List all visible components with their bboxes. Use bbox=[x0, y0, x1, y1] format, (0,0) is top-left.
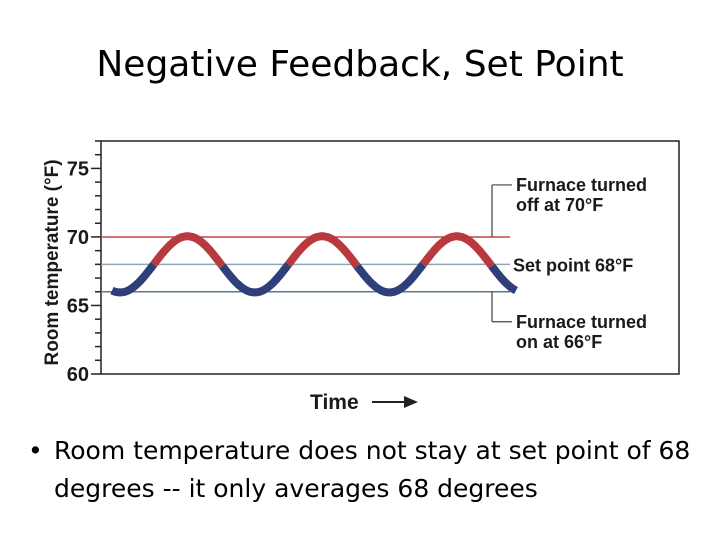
bullet-dot: • bbox=[28, 436, 43, 465]
y-axis-label: Room temperature (°F) bbox=[42, 159, 63, 365]
curve-segment-cooling bbox=[488, 263, 518, 295]
y-tick-label: 75 bbox=[67, 158, 89, 180]
time-arrow-head bbox=[404, 396, 418, 408]
bullet-text: Room temperature does not stay at set po… bbox=[54, 436, 691, 503]
y-tick-label: 60 bbox=[67, 364, 89, 386]
x-axis-label: Time bbox=[310, 391, 359, 414]
reference-label: on at 66°F bbox=[516, 332, 602, 352]
curve-segment-cooling bbox=[110, 261, 157, 297]
bullet-point: • Room temperature does not stay at set … bbox=[28, 432, 698, 508]
curve-segment-heating bbox=[285, 232, 361, 269]
curve-segment-heating bbox=[150, 232, 226, 269]
y-tick-label: 70 bbox=[67, 227, 89, 249]
temperature-curve bbox=[110, 232, 518, 297]
reference-label: Set point 68°F bbox=[513, 255, 633, 275]
curve-segment-heating bbox=[419, 232, 495, 269]
reference-label: Furnace turned bbox=[516, 175, 647, 195]
plot-frame bbox=[100, 140, 680, 375]
curve-segment-cooling bbox=[219, 261, 292, 297]
y-tick-label: 65 bbox=[67, 295, 89, 317]
curve-segment-cooling bbox=[353, 261, 427, 297]
reference-label: Furnace turned bbox=[516, 312, 647, 332]
reference-label: off at 70°F bbox=[516, 195, 603, 215]
slide-title: Negative Feedback, Set Point bbox=[96, 44, 624, 85]
reference-lines bbox=[101, 236, 510, 293]
